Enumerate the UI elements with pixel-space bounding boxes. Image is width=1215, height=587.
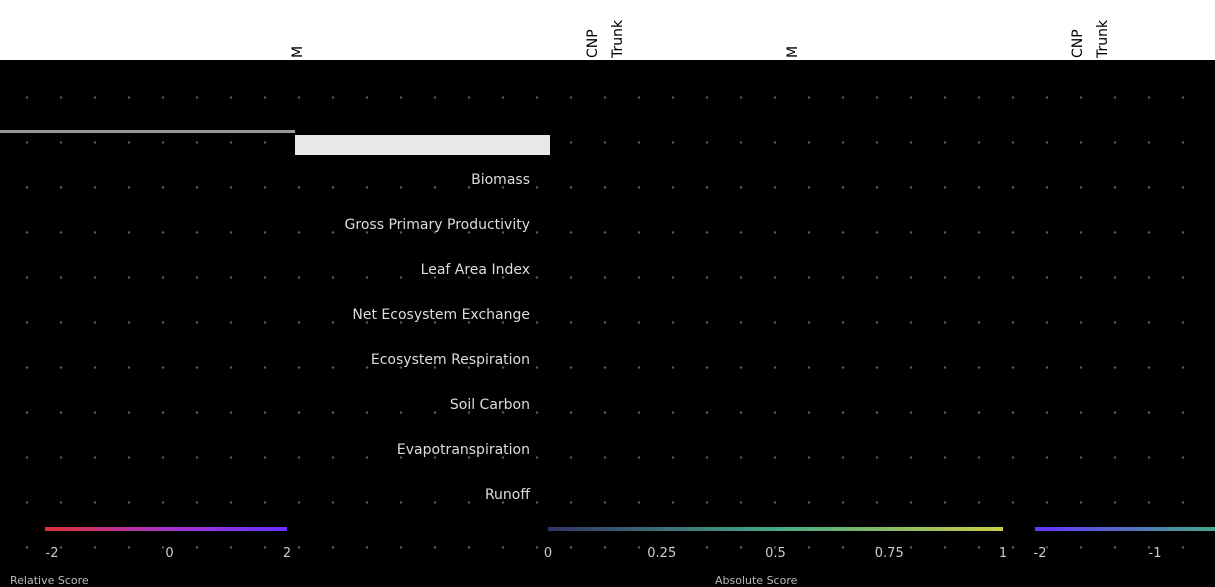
tick-label: -2	[45, 546, 59, 561]
absolute-colorbar	[548, 527, 1003, 531]
row-label: Runoff	[484, 487, 530, 503]
tick-label: 0	[165, 546, 174, 561]
row-label: Gross Primary Productivity	[344, 217, 530, 233]
relative-colorbar	[45, 527, 287, 531]
column-label: Trunk	[1095, 19, 1111, 58]
column-label: CNP	[1070, 29, 1086, 58]
tick-label: 0.25	[647, 546, 677, 561]
colorbar-right	[1035, 527, 1215, 531]
row-label: Ecosystem Respiration	[370, 352, 530, 368]
tick-label: 1	[998, 546, 1008, 561]
header-band	[295, 135, 550, 155]
caption: Relative Score	[10, 574, 89, 587]
column-label: CNP	[585, 29, 601, 58]
tick-label: 0.75	[874, 546, 904, 561]
tick-label: 0	[543, 546, 553, 561]
row-label: Leaf Area Index	[420, 262, 530, 278]
tick-label: 2	[282, 546, 292, 561]
row-label: Biomass	[471, 172, 530, 188]
divider	[0, 130, 295, 133]
score-table	[0, 60, 1215, 587]
column-label: M	[785, 45, 801, 58]
row-label: Evapotranspiration	[396, 442, 530, 458]
column-label: Trunk	[610, 19, 626, 58]
tick-label: -1	[1148, 546, 1162, 561]
caption: Absolute Score	[715, 574, 798, 587]
row-label: Net Ecosystem Exchange	[352, 307, 530, 323]
column-label: M	[290, 45, 306, 58]
tick-label: 0.5	[765, 546, 786, 561]
row-label: Soil Carbon	[449, 397, 530, 413]
tick-label: -2	[1033, 546, 1047, 561]
